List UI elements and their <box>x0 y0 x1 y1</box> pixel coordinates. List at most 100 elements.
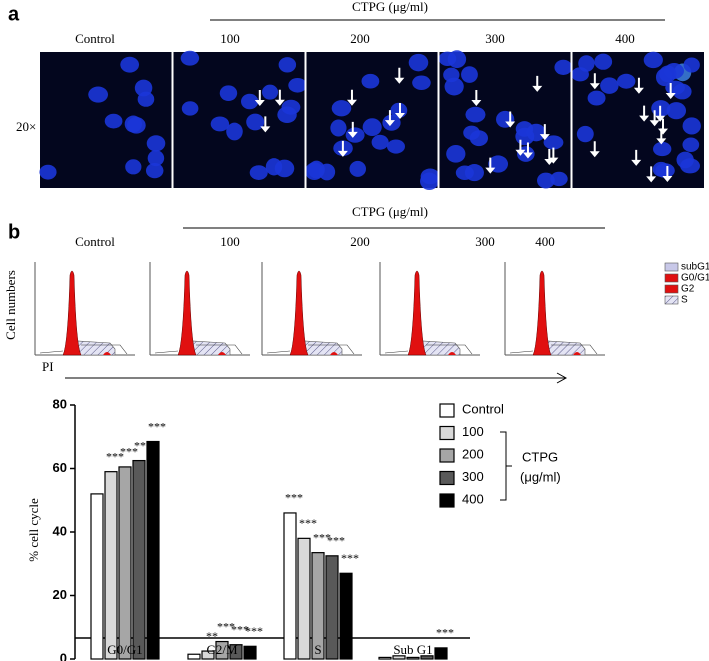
bar <box>434 647 448 660</box>
legend-label: 300 <box>462 469 484 484</box>
bar <box>104 471 118 660</box>
hist-g2 <box>330 352 338 355</box>
hist-g2 <box>103 352 111 355</box>
nucleus <box>683 57 700 73</box>
nucleus <box>288 77 307 93</box>
nucleus <box>643 51 663 69</box>
legend-swatch <box>664 284 679 294</box>
significance: *** <box>341 551 359 565</box>
nucleus <box>420 172 439 191</box>
legend-label: Control <box>462 401 504 416</box>
y-axis-title: % cell cycle <box>26 498 41 562</box>
nucleus <box>104 113 123 129</box>
legend-label: 400 <box>462 491 484 506</box>
y-label: Cell numbers <box>3 270 18 340</box>
nucleus <box>226 122 243 141</box>
arrow-marker <box>539 124 550 141</box>
x-tick-label: Sub G1 <box>393 642 432 657</box>
legend-label: 100 <box>462 424 484 439</box>
nucleus <box>554 59 573 75</box>
nucleus <box>652 141 672 157</box>
nucleus <box>361 73 380 89</box>
nucleus <box>446 145 466 163</box>
hist-s <box>76 340 116 356</box>
hist-g2 <box>573 352 581 355</box>
nucleus <box>386 139 405 154</box>
x-label: PI <box>42 359 54 374</box>
legend-swatch <box>439 493 455 508</box>
column-label: 400 <box>535 234 555 249</box>
column-label: Control <box>75 234 115 249</box>
nucleus <box>210 116 230 132</box>
arrow-marker <box>631 149 642 166</box>
nucleus <box>465 106 486 123</box>
x-tick-label: S <box>314 642 321 657</box>
nucleus <box>537 172 555 189</box>
arrow-marker <box>471 90 482 107</box>
column-label: 200 <box>350 234 370 249</box>
nucleus <box>680 158 700 174</box>
column-label: 300 <box>485 31 505 46</box>
nucleus <box>241 93 259 110</box>
nucleus <box>331 100 352 117</box>
panel-label: b <box>8 221 20 243</box>
legend-label: subG1 <box>681 262 709 273</box>
nucleus <box>120 56 140 73</box>
nucleus <box>594 53 613 70</box>
x-tick-label: G2/M <box>206 642 238 657</box>
arrow-marker <box>649 110 660 127</box>
bar <box>132 459 146 660</box>
nucleus <box>362 118 382 137</box>
significance: *** <box>327 534 345 548</box>
arrow-marker <box>346 89 357 106</box>
group-label: CTPG (μg/ml) <box>352 0 428 14</box>
legend-label: S <box>681 295 688 306</box>
nucleus <box>180 50 200 66</box>
column-label: 100 <box>220 31 240 46</box>
hist-line <box>509 344 598 355</box>
bar <box>325 555 339 660</box>
hist-line <box>39 344 128 355</box>
arrow-marker <box>655 105 666 122</box>
significance: *** <box>436 626 454 640</box>
nucleus <box>469 130 489 147</box>
hist-s <box>546 340 586 356</box>
legend-group-unit: (μg/ml) <box>520 469 561 484</box>
nucleus <box>600 77 619 94</box>
legend-swatch <box>439 425 455 441</box>
bar <box>297 537 311 660</box>
nucleus <box>126 117 146 134</box>
nucleus <box>278 57 297 73</box>
significance: *** <box>217 619 235 633</box>
bar <box>420 655 434 660</box>
legend-swatch <box>664 273 679 283</box>
y-tick-label: 20 <box>53 587 67 602</box>
significance: *** <box>313 530 331 544</box>
bar <box>243 645 257 660</box>
arrow-marker <box>656 128 667 145</box>
nucleus <box>550 171 568 187</box>
bar <box>283 512 297 660</box>
nucleus <box>655 68 673 87</box>
y-tick-label: 0 <box>60 650 67 661</box>
nucleus <box>125 159 142 175</box>
arrow-marker <box>532 75 543 92</box>
column-label: 100 <box>220 234 240 249</box>
nucleus <box>461 66 478 83</box>
nucleus <box>147 150 165 167</box>
legend-group: CTPG <box>522 449 558 464</box>
bar <box>201 650 215 660</box>
significance: *** <box>285 491 303 505</box>
hist-line <box>266 344 355 355</box>
arrow-marker <box>633 77 644 94</box>
bar <box>187 653 201 660</box>
legend-swatch <box>664 262 679 272</box>
column-label: 400 <box>615 31 635 46</box>
nucleus <box>515 127 535 146</box>
hist-g1 <box>289 270 309 356</box>
nucleus <box>666 102 687 120</box>
arrow-marker <box>347 121 358 138</box>
nucleus <box>249 165 268 180</box>
y-tick-label: 60 <box>53 460 67 475</box>
hist-s <box>303 340 343 356</box>
